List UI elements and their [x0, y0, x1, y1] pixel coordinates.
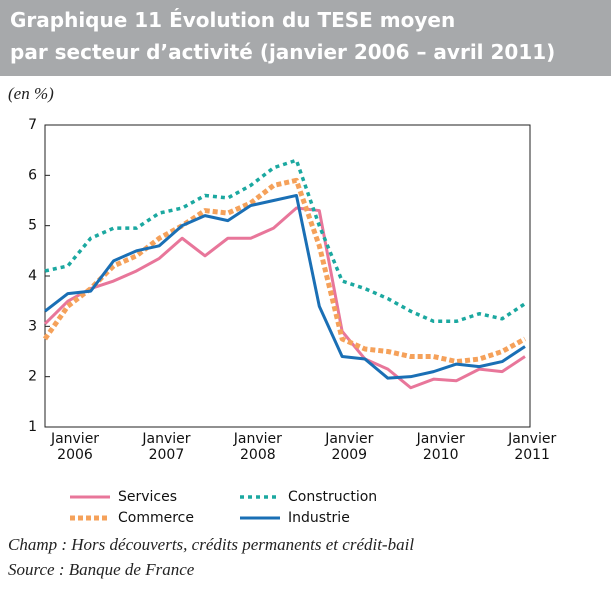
- y-tick-label: 3: [28, 318, 37, 334]
- title: par secteur d’activité (janvier 2006 – a…: [10, 40, 556, 64]
- x-tick-label: Janvier 2011: [508, 431, 557, 463]
- note: Source : Banque de France: [8, 560, 195, 579]
- x-tick-label: Janvier 2010: [416, 431, 465, 463]
- note: Champ : Hors découverts, crédits permane…: [8, 535, 415, 554]
- title-bar: Graphique 11 Évolution du TESE moyen par…: [0, 0, 611, 76]
- y-tick-label: 7: [28, 117, 37, 133]
- series-line: [44, 193, 526, 380]
- y-tick-label: 4: [28, 268, 37, 284]
- series-line: [42, 177, 527, 365]
- x-tick-label: Janvier 2009: [325, 431, 374, 463]
- y-tick-label: 5: [28, 218, 37, 234]
- series-line: [43, 206, 526, 390]
- legend-label: Construction: [288, 489, 377, 505]
- title: Graphique 11 Évolution du TESE moyen: [10, 8, 456, 32]
- y-tick-label: 1: [28, 419, 37, 435]
- series-line: [44, 158, 526, 324]
- legend-label: Services: [118, 489, 177, 505]
- unit-label: (en %): [8, 84, 54, 103]
- legend-label: Commerce: [118, 510, 194, 526]
- x-tick-label: Janvier 2007: [142, 431, 191, 463]
- x-tick-label: Janvier 2006: [50, 431, 100, 463]
- y-tick-label: 6: [28, 167, 37, 183]
- y-tick-label: 2: [28, 369, 37, 385]
- x-tick-label: Janvier 2008: [233, 431, 282, 463]
- legend-label: Industrie: [288, 510, 350, 526]
